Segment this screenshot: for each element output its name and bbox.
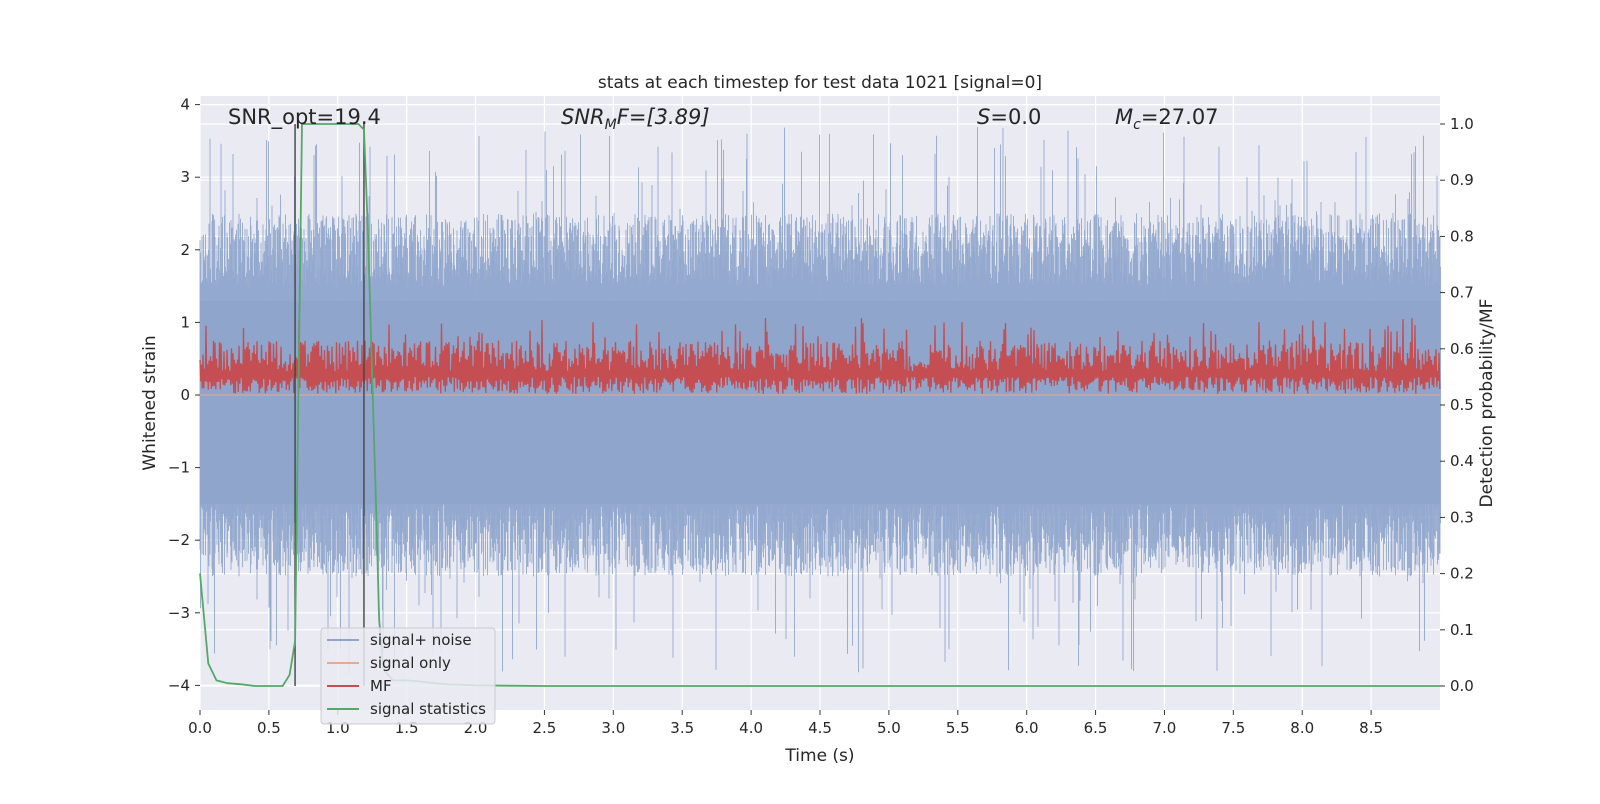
x-axis-label: Time (s) <box>784 746 854 766</box>
mf-series <box>199 317 1441 394</box>
signal-noise-band <box>200 300 1440 504</box>
mc-sub: c <box>1133 117 1141 133</box>
annotation-mc: Mc=27.07 <box>1115 105 1219 133</box>
y-axis-right-label: Detection probability/MF <box>1477 299 1497 508</box>
annotation-s: S=0.0 <box>977 105 1041 129</box>
x-tick-label: 8.0 <box>1290 719 1314 737</box>
x-tick-label: 8.5 <box>1359 719 1383 737</box>
legend-label-signal-statistics: signal statistics <box>370 700 486 718</box>
legend-label-signal-noise: signal+ noise <box>370 631 472 649</box>
x-tick-label: 5.0 <box>877 719 901 737</box>
y-left-tick-label: 1 <box>180 313 190 331</box>
x-tick-label: 4.5 <box>808 719 832 737</box>
y-right-tick-label: 0.1 <box>1450 621 1474 639</box>
y-left-tick-label: −2 <box>168 531 190 549</box>
y-left-tick-label: 0 <box>180 386 190 404</box>
s-base: S <box>977 105 990 129</box>
y-left-tick-label: 3 <box>180 168 190 186</box>
x-tick-label: 2.5 <box>533 719 557 737</box>
annotation-snr-mf: SNRMF=[3.89] <box>561 105 710 133</box>
legend-box <box>320 627 496 725</box>
mc-base: M <box>1115 105 1133 129</box>
annotation-snr-opt: SNR_opt=19.4 <box>228 105 381 130</box>
x-axis-ticks: 0.0 0.5 1.0 1.5 2.0 2.5 3.0 3.5 4.0 4.5 5.0 5.5 6.0 6… <box>188 710 1383 737</box>
y-right-tick-label: 0.8 <box>1450 227 1474 245</box>
x-tick-label: 3.5 <box>670 719 694 737</box>
y-right-tick-label: 1.0 <box>1450 115 1474 133</box>
x-tick-label: 7.5 <box>1221 719 1245 737</box>
y-left-tick-label: −3 <box>168 604 190 622</box>
x-tick-label: 3.0 <box>601 719 625 737</box>
y-right-tick-label: 0.9 <box>1450 171 1474 189</box>
y-right-tick-label: 0.6 <box>1450 340 1474 358</box>
mc-rest: =27.07 <box>1141 105 1219 129</box>
x-tick-label: 7.0 <box>1153 719 1177 737</box>
y-left-tick-label: 2 <box>180 241 190 259</box>
y-right-tick-label: 0.0 <box>1450 677 1474 695</box>
snr-mf-sub: M <box>605 117 617 133</box>
legend: signal+ noise signal only MF signal stat… <box>320 627 496 725</box>
y-right-tick-label: 0.2 <box>1450 565 1474 583</box>
x-tick-label: 6.5 <box>1084 719 1108 737</box>
y-axis-left-ticks: 4 3 2 1 0 −1 −2 −3 −4 <box>168 96 200 694</box>
x-tick-label: 6.0 <box>1015 719 1039 737</box>
y-axis-right-ticks: 1.0 0.9 0.8 0.7 0.6 0.5 0.4 0.3 0.2 0.1 0.0 <box>1440 115 1474 695</box>
y-left-tick-label: −1 <box>168 459 190 477</box>
s-rest: =0.0 <box>990 105 1041 129</box>
snr-mf-rest: F=[3.89] <box>617 105 710 129</box>
legend-label-mf: MF <box>370 677 392 695</box>
x-tick-label: 4.0 <box>739 719 763 737</box>
x-tick-label: 0.0 <box>188 719 212 737</box>
signal-noise-series <box>199 127 1441 674</box>
y-left-tick-label: 4 <box>180 96 190 114</box>
x-tick-label: 0.5 <box>257 719 281 737</box>
y-axis-left-label: Whitened strain <box>140 335 160 470</box>
y-right-tick-label: 0.7 <box>1450 284 1474 302</box>
y-right-tick-label: 0.3 <box>1450 508 1474 526</box>
y-right-tick-label: 0.4 <box>1450 452 1474 470</box>
snr-mf-base: SNR <box>561 105 605 129</box>
y-left-tick-label: −4 <box>168 676 190 694</box>
legend-label-signal-only: signal only <box>370 654 451 672</box>
x-tick-label: 5.5 <box>946 719 970 737</box>
chart-title: stats at each timestep for test data 102… <box>598 73 1042 93</box>
mf-trace <box>199 317 1441 394</box>
y-right-tick-label: 0.5 <box>1450 396 1474 414</box>
